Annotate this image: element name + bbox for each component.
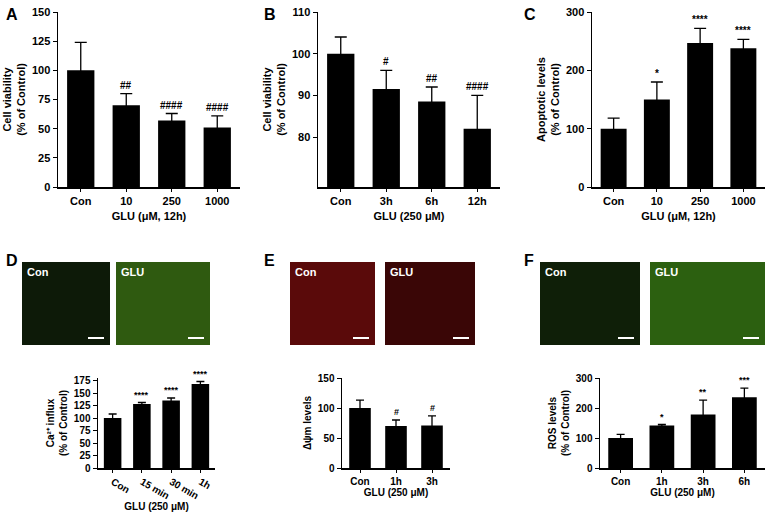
svg-text:90: 90	[298, 89, 310, 101]
svg-text:25: 25	[79, 450, 91, 461]
svg-text:50: 50	[38, 123, 50, 135]
svg-text:####: ####	[160, 100, 183, 111]
svg-text:100: 100	[576, 433, 593, 444]
svg-text:GLU (250 μM): GLU (250 μM)	[650, 487, 714, 498]
svg-text:Cell viability(% of Control): Cell viability(% of Control)	[261, 63, 287, 136]
svg-text:Con: Con	[70, 195, 92, 207]
svg-text:##: ##	[426, 73, 438, 84]
svg-text:Con: Con	[611, 476, 630, 487]
svg-text:3h: 3h	[380, 195, 393, 207]
svg-text:B: B	[264, 6, 276, 23]
svg-text:1h: 1h	[656, 476, 668, 487]
svg-text:1000: 1000	[205, 195, 229, 207]
svg-text:125: 125	[74, 400, 91, 411]
svg-text:Cell viability(% of Control): Cell viability(% of Control)	[1, 63, 27, 136]
svg-text:Con: Con	[109, 476, 131, 495]
svg-text:***: ***	[739, 375, 750, 385]
svg-text:0: 0	[329, 463, 335, 474]
svg-text:****: ****	[134, 390, 149, 400]
svg-text:****: ****	[193, 369, 208, 379]
svg-text:250: 250	[691, 195, 709, 207]
svg-text:Con: Con	[603, 195, 625, 207]
svg-text:C: C	[524, 6, 536, 23]
svg-text:Con: Con	[295, 266, 317, 278]
svg-text:50: 50	[79, 438, 91, 449]
svg-text:E: E	[264, 252, 275, 269]
svg-text:**: **	[699, 387, 707, 397]
svg-text:100: 100	[318, 403, 335, 414]
svg-text:0: 0	[578, 181, 584, 193]
svg-text:Δψm levels: Δψm levels	[302, 395, 313, 450]
svg-text:6h: 6h	[425, 195, 438, 207]
svg-text:80: 80	[298, 131, 310, 143]
svg-text:0: 0	[44, 181, 50, 193]
svg-text:100: 100	[74, 413, 91, 424]
svg-text:0: 0	[85, 463, 91, 474]
svg-text:200: 200	[566, 64, 584, 76]
svg-text:1h: 1h	[197, 476, 213, 491]
svg-text:10: 10	[120, 195, 132, 207]
svg-text:Con: Con	[330, 195, 352, 207]
svg-text:12h: 12h	[468, 195, 487, 207]
svg-text:D: D	[6, 252, 18, 269]
svg-text:GLU (250 μM): GLU (250 μM)	[374, 210, 445, 222]
svg-text:175: 175	[74, 375, 91, 386]
svg-text:300: 300	[576, 373, 593, 384]
svg-text:10: 10	[651, 195, 663, 207]
svg-text:3h: 3h	[697, 476, 709, 487]
svg-text:125: 125	[32, 35, 50, 47]
svg-text:ROS levels(% of Control): ROS levels(% of Control)	[547, 390, 571, 456]
svg-text:100: 100	[292, 48, 310, 60]
svg-text:GLU (250 μM): GLU (250 μM)	[364, 487, 428, 498]
svg-text:GLU: GLU	[390, 266, 413, 278]
svg-text:####: ####	[466, 81, 489, 92]
svg-text:****: ****	[164, 385, 179, 395]
svg-text:100: 100	[32, 64, 50, 76]
svg-text:1000: 1000	[731, 195, 755, 207]
svg-text:25: 25	[38, 152, 50, 164]
svg-text:****: ****	[692, 14, 708, 25]
svg-text:#: #	[430, 403, 435, 413]
svg-text:GLU (μM, 12h): GLU (μM, 12h)	[112, 210, 187, 222]
svg-text:75: 75	[79, 425, 91, 436]
svg-text:150: 150	[318, 373, 335, 384]
svg-text:*: *	[655, 68, 659, 79]
svg-text:GLU: GLU	[121, 266, 144, 278]
svg-text:****: ****	[735, 25, 751, 36]
svg-text:50: 50	[323, 433, 335, 444]
svg-text:200: 200	[576, 403, 593, 414]
svg-text:*: *	[660, 412, 664, 422]
svg-text:300: 300	[566, 6, 584, 18]
svg-text:F: F	[524, 252, 534, 269]
svg-text:75: 75	[38, 93, 50, 105]
svg-text:##: ##	[120, 80, 132, 91]
svg-text:150: 150	[74, 388, 91, 399]
svg-text:Con: Con	[545, 266, 567, 278]
svg-text:30 min: 30 min	[168, 476, 201, 501]
svg-text:GLU (μM, 12h): GLU (μM, 12h)	[641, 210, 716, 222]
svg-text:#: #	[383, 56, 389, 67]
svg-text:####: ####	[206, 102, 229, 113]
svg-text:150: 150	[32, 6, 50, 18]
svg-text:6h: 6h	[739, 476, 751, 487]
svg-text:Apoptotic levels(% of Control): Apoptotic levels(% of Control)	[535, 57, 561, 142]
svg-text:3h: 3h	[426, 476, 438, 487]
svg-text:Con: Con	[350, 476, 369, 487]
svg-text:1h: 1h	[390, 476, 402, 487]
svg-text:15 min: 15 min	[138, 476, 171, 501]
svg-text:GLU: GLU	[655, 266, 678, 278]
svg-text:#: #	[394, 407, 399, 417]
svg-text:A: A	[6, 6, 18, 23]
svg-text:Ca²⁺ influx(% of Control): Ca²⁺ influx(% of Control)	[45, 390, 69, 456]
svg-text:110: 110	[293, 6, 311, 18]
svg-text:250: 250	[163, 195, 181, 207]
svg-text:0: 0	[587, 463, 593, 474]
svg-text:100: 100	[566, 123, 584, 135]
svg-text:Con: Con	[27, 266, 49, 278]
svg-text:GLU (250 μM): GLU (250 μM)	[124, 501, 188, 512]
